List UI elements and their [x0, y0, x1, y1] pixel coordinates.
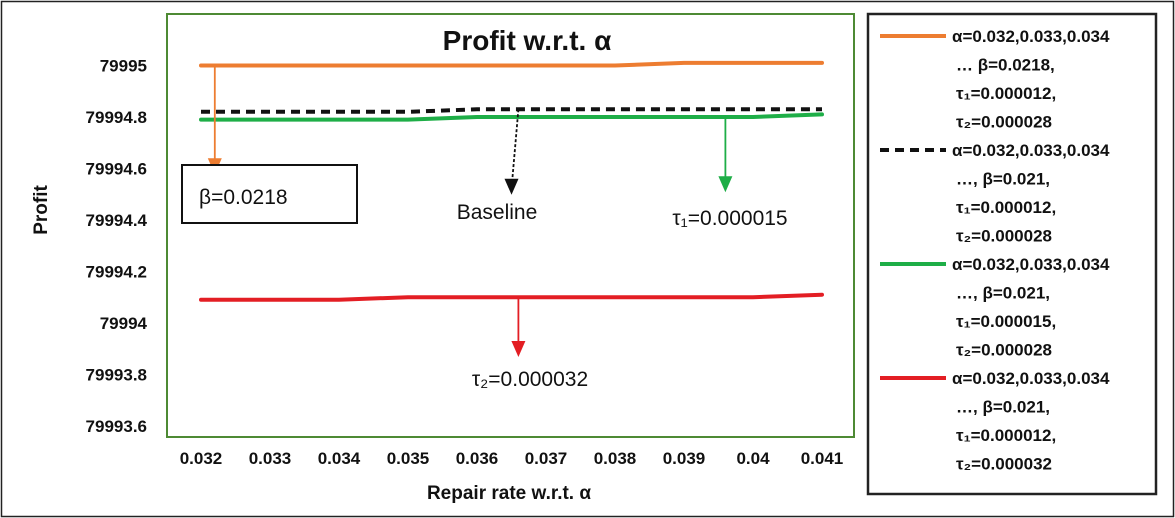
- x-tick-label: 0.038: [594, 449, 637, 468]
- y-tick-label: 79994.8: [86, 108, 147, 127]
- legend-label: α=0.032,0.033,0.034: [952, 369, 1110, 388]
- y-tick-label: 79995: [100, 57, 147, 76]
- y-tick-label: 79993.8: [86, 366, 147, 385]
- x-tick-label: 0.041: [801, 449, 844, 468]
- y-tick-label: 79994.4: [86, 211, 148, 230]
- x-tick-label: 0.04: [736, 449, 770, 468]
- annotation-arrowhead: [511, 341, 526, 358]
- x-tick-label: 0.036: [456, 449, 499, 468]
- legend-label: α=0.032,0.033,0.034: [952, 255, 1110, 274]
- annotation-arrow: [510, 109, 520, 189]
- x-tick-label: 0.032: [180, 449, 223, 468]
- annotation-arrowhead: [504, 178, 519, 195]
- legend-label: τ₂=0.000032: [956, 455, 1052, 474]
- legend-label: τ₁=0.000012,: [956, 84, 1056, 103]
- annotation-label: Baseline: [457, 201, 538, 224]
- annotation-label: τ₂=0.000032: [472, 368, 588, 391]
- legend-label: τ₂=0.000028: [956, 227, 1052, 246]
- legend-label: … β=0.0218,: [956, 56, 1055, 75]
- legend-label: τ₁=0.000015,: [956, 312, 1056, 331]
- series-lines: [199, 60, 824, 302]
- x-tick-label: 0.035: [387, 449, 430, 468]
- y-tick-label: 79993.6: [86, 417, 147, 436]
- series-line-3: [199, 112, 824, 122]
- legend-label: …, β=0.021,: [956, 284, 1050, 303]
- annotation-arrowhead: [718, 176, 733, 193]
- annotation-label: τ₁=0.000015: [672, 207, 787, 230]
- legend-box: [866, 12, 1158, 496]
- chart-title: Profit w.r.t. α: [443, 25, 612, 56]
- annotation-box: [181, 164, 358, 224]
- legend-label: α=0.032,0.033,0.034: [952, 141, 1110, 160]
- legend-label: …, β=0.021,: [956, 170, 1050, 189]
- legend-label: …, β=0.021,: [956, 398, 1050, 417]
- x-tick-label: 0.039: [663, 449, 706, 468]
- y-tick-label: 79994.2: [86, 263, 147, 282]
- x-tick-label: 0.037: [525, 449, 568, 468]
- legend-label: τ₁=0.000012,: [956, 426, 1056, 445]
- series-line-1: [199, 60, 824, 68]
- series-line-2: [201, 107, 822, 114]
- x-tick-labels: 0.032 0.033 0.034 0.035 0.036 0.037 0.038 0.039…: [180, 449, 844, 468]
- legend: α=0.032,0.033,0.034 … β=0.0218, τ₁=0.00001…: [880, 27, 1110, 474]
- x-axis-title: Repair rate w.r.t. α: [427, 483, 591, 504]
- x-tick-label: 0.034: [318, 449, 361, 468]
- y-tick-labels: 79993.6 79993.8 79994 79994.2 79994.4 79994.6…: [86, 57, 148, 437]
- y-tick-label: 79994.6: [86, 160, 147, 179]
- series-line-4: [199, 292, 824, 302]
- y-axis-title: Profit: [31, 185, 52, 235]
- legend-label: τ₂=0.000028: [956, 341, 1052, 360]
- annotations: β=0.0218 Baseline τ₁=0.000015 τ₂=0.000032: [181, 65, 788, 391]
- y-tick-label: 79994: [100, 314, 148, 333]
- x-tick-label: 0.033: [249, 449, 292, 468]
- legend-label: α=0.032,0.033,0.034: [952, 27, 1110, 46]
- legend-label: τ₂=0.000028: [956, 113, 1052, 132]
- annotation-label: β=0.0218: [199, 186, 288, 209]
- plot-area-border: [166, 13, 855, 438]
- legend-label: τ₁=0.000012,: [956, 198, 1056, 217]
